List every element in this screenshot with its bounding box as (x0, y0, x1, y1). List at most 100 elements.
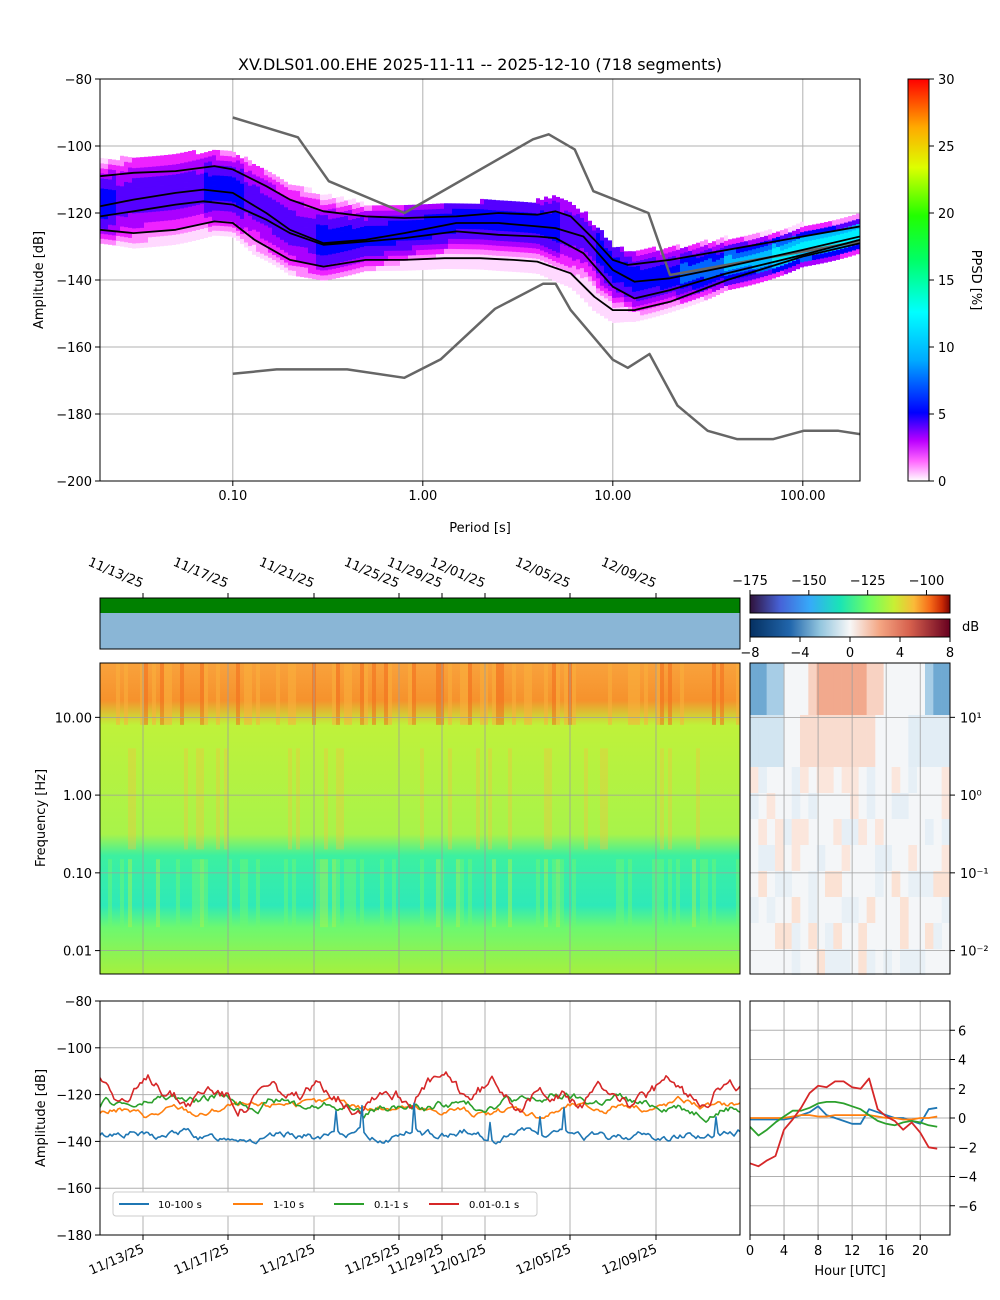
ppsd-density-cell (744, 281, 748, 287)
ppsd-density-cell (220, 150, 224, 156)
ppsd-density-cell (708, 288, 712, 294)
ppsd-density-cell (796, 238, 800, 245)
diurnal-heatmap-cell (816, 949, 826, 975)
ppsd-density-cell (500, 200, 504, 206)
ppsd-density-cell (288, 209, 292, 216)
ppsd-density-cell (428, 244, 432, 250)
ppsd-density-cell (424, 244, 428, 250)
ppsd-density-cell (208, 211, 212, 217)
ppsd-density-cell (176, 228, 180, 235)
ppsd-density-cell (848, 246, 852, 252)
ppsd-lines (100, 116, 860, 441)
ppsd-density-cell (116, 220, 120, 226)
ppsd-density-cell (132, 172, 136, 179)
diurnal-heatmap-cell (833, 715, 842, 741)
ppsd-density-cell (480, 239, 484, 245)
ppsd-density-cell (400, 220, 404, 226)
ppsd-density-cell (176, 158, 180, 164)
ppsd-density-cell (236, 175, 240, 181)
ppsd-density-cell (604, 282, 608, 289)
ppsd-density-cell (596, 257, 600, 264)
ppsd-density-cell (220, 185, 224, 191)
ppsd-density-cell (408, 209, 412, 216)
ppsd-density-cell (392, 210, 396, 216)
ppsd-density-cell (500, 240, 504, 247)
ppsd-density-cell (608, 315, 612, 322)
ppsd-density-cell (604, 262, 608, 269)
ppsd-density-cell (612, 287, 616, 293)
ppsd-density-cell (612, 317, 616, 324)
ppsd-density-cell (468, 213, 472, 220)
ppsd-density-cell (272, 199, 276, 205)
diurnal-heatmap-cell (925, 871, 934, 897)
ppsd-density-cell (104, 198, 108, 205)
diurnal-heatmap-cell (791, 793, 801, 819)
diurnal-heatmap-cell (825, 689, 834, 715)
ppsd-density-cell (320, 199, 324, 206)
ppsd-density-cell (200, 173, 204, 179)
ppsd-density-cell (172, 234, 176, 240)
ppsd-density-cell (736, 282, 740, 289)
ppsd-density-cell (608, 275, 612, 281)
ppsd-density-cell (560, 233, 564, 240)
diurnal-colorbar-tick-label: −4 (790, 646, 809, 661)
ppsd-density-cell (612, 247, 616, 253)
ppsd-y-tick-label: −140 (56, 274, 92, 289)
legend: 10-100 s 1-10 s 0.1-1 s 0.01-0.1 s (112, 1191, 538, 1217)
ppsd-density-cell (792, 230, 796, 236)
band-amplitude-y-tick-label: −140 (56, 1135, 92, 1150)
ppsd-density-cell (260, 203, 264, 209)
ppsd-density-cell (460, 258, 464, 265)
ppsd-density-cell (520, 216, 524, 223)
ppsd-density-cell (348, 219, 352, 226)
ppsd-density-cell (208, 156, 212, 162)
ppsd-density-cell (616, 282, 620, 288)
ppsd-density-cell (676, 254, 680, 260)
diurnal-heatmap-cell (858, 949, 867, 975)
ppsd-density-cell (740, 276, 744, 283)
ppsd-density-cell (444, 258, 448, 264)
ppsd-density-cell (396, 265, 400, 271)
ppsd-density-cell (196, 159, 200, 165)
ppsd-density-cell (840, 253, 844, 259)
ppsd-density-cell (568, 247, 572, 253)
ppsd-density-cell (856, 228, 860, 235)
ppsd-density-cell (640, 299, 644, 306)
ppsd-density-cell (464, 218, 468, 225)
ppsd-density-cell (308, 242, 312, 249)
ppsd-y-ticks: −200−180−160−140−120−100−80 (56, 73, 100, 490)
ppsd-density-cell (552, 195, 556, 201)
ppsd-density-cell (308, 187, 312, 193)
ppsd-density-cell (652, 296, 656, 303)
ppsd-density-cell (316, 259, 320, 265)
ppsd-density-cell (728, 264, 732, 270)
ppsd-density-cell (304, 272, 308, 278)
ppsd-density-cell (132, 167, 136, 174)
ppsd-density-cell (304, 252, 308, 258)
diurnal-heatmap-cell (791, 845, 801, 871)
ppsd-density-cell (356, 207, 360, 214)
ppsd-density-cell (572, 260, 576, 266)
ppsd-density-cell (752, 253, 756, 260)
ppsd-density-cell (220, 190, 224, 196)
ppsd-density-cell (292, 225, 296, 231)
spectrogram-cell (216, 748, 220, 850)
ppsd-density-cell (128, 162, 132, 168)
ppsd-density-cell (516, 241, 520, 248)
ppsd-density-cell (508, 266, 512, 272)
diurnal-heatmap-cell (758, 845, 767, 871)
spectrogram-cell (128, 748, 132, 850)
ppsd-density-cell (172, 159, 176, 165)
ppsd-density-cell (216, 165, 220, 171)
spectrogram-panel: 11/13/25 11/17/25 11/21/25 11/25/2511/29/25… (34, 555, 741, 975)
ppsd-density-cell (212, 154, 216, 161)
ppsd-density-cell (156, 180, 160, 187)
ppsd-density-cell (528, 202, 532, 208)
ppsd-density-cell (856, 248, 860, 255)
ppsd-density-cell (704, 244, 708, 251)
ppsd-density-cell (320, 219, 324, 226)
ppsd-density-cell (564, 265, 568, 271)
ppsd-density-cell (136, 177, 140, 183)
ppsd-density-cell (760, 231, 764, 238)
ppsd-density-cell (228, 180, 232, 187)
